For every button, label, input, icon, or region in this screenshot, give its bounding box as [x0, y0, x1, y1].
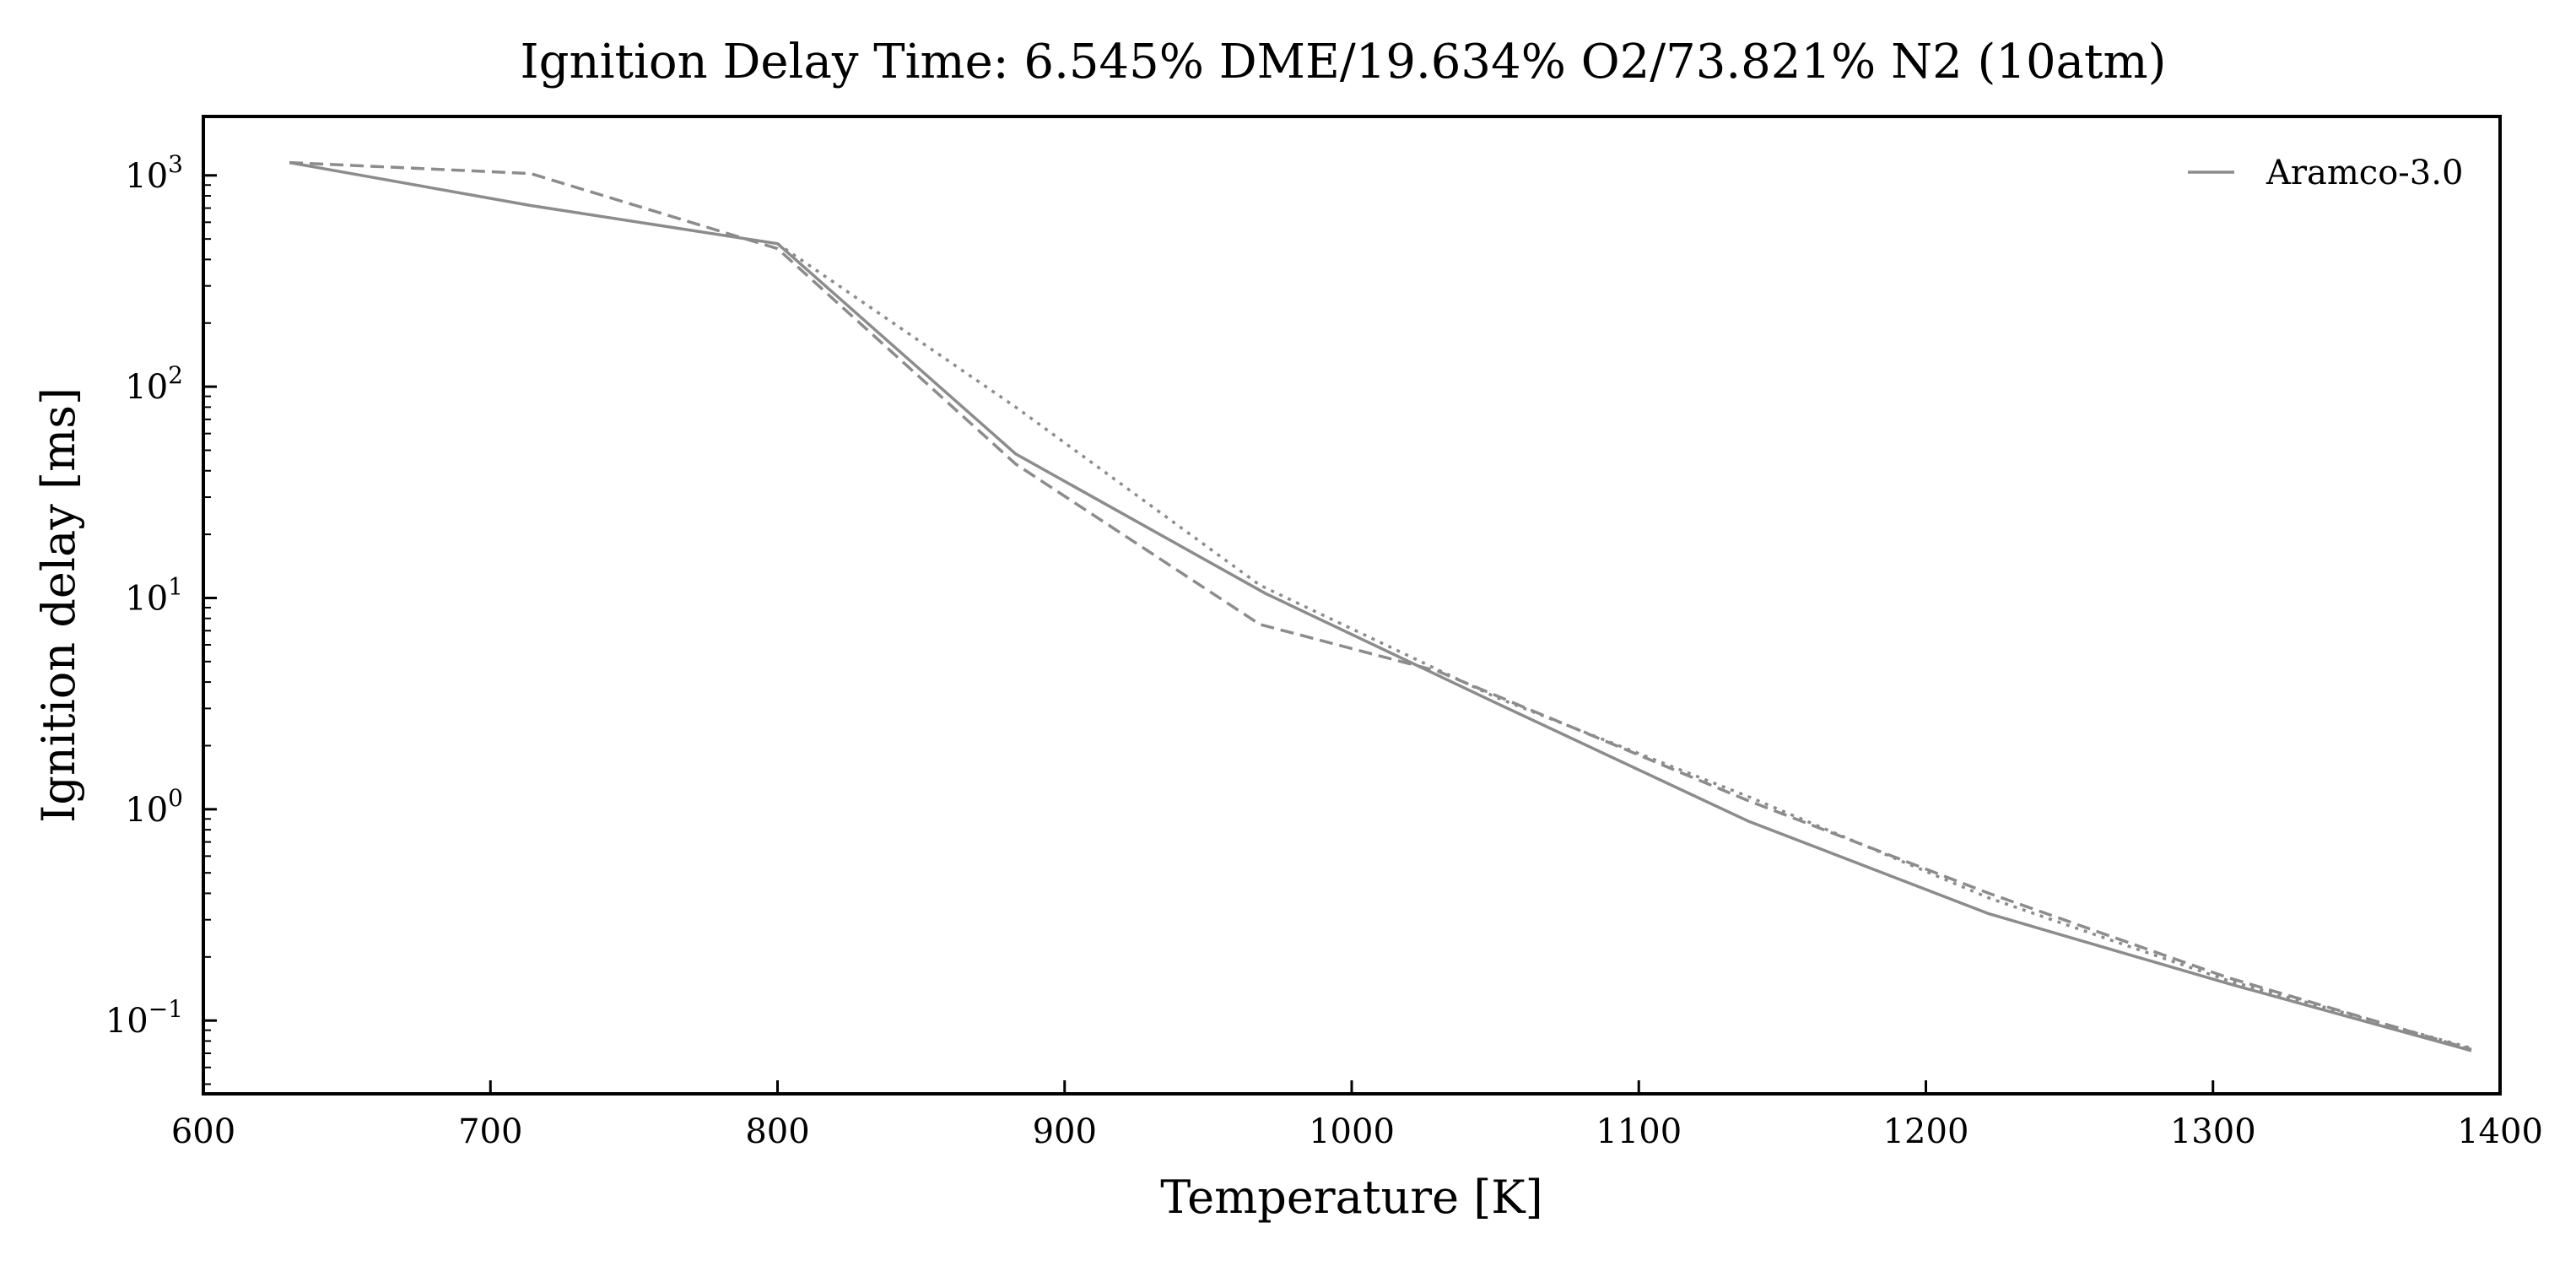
- plot-frame: [202, 115, 2502, 1096]
- y-tick-label: 100: [125, 784, 183, 830]
- legend-label: Aramco-3.0: [2265, 154, 2463, 192]
- y-axis-label: Ignition delay [ms]: [32, 387, 85, 823]
- x-tick-label: 600: [171, 1112, 235, 1151]
- y-tick-label: 10−1: [105, 995, 183, 1041]
- y-tick-label: 102: [125, 361, 183, 407]
- series-line-dashed: [289, 160, 2472, 1052]
- legend: Aramco-3.0: [2188, 154, 2463, 192]
- y-tick-label: 103: [125, 150, 183, 196]
- y-tick-label: 101: [125, 572, 183, 618]
- series-line-solid: [289, 160, 2472, 1052]
- x-tick-label: 1400: [2457, 1112, 2543, 1151]
- x-tick-label: 800: [745, 1112, 809, 1151]
- x-tick-label: 700: [458, 1112, 522, 1151]
- y-ticks: 10−1 100 101 102 103: [105, 150, 217, 1085]
- x-tick-label: 1000: [1309, 1112, 1395, 1151]
- x-tick-label: 1300: [2170, 1112, 2256, 1151]
- x-axis-label: Temperature [K]: [1160, 1171, 1542, 1224]
- x-tick-label: 1100: [1596, 1112, 1682, 1151]
- plot-lines: [289, 160, 2472, 1052]
- x-tick-label: 1200: [1883, 1112, 1969, 1151]
- x-tick-label: 900: [1033, 1112, 1097, 1151]
- x-ticks: 600 700 800 900 1000 1100 1200 1300 1400: [171, 1080, 2543, 1151]
- series-line-dotted: [776, 242, 2472, 1050]
- chart-title: Ignition Delay Time: 6.545% DME/19.634% …: [521, 35, 2167, 89]
